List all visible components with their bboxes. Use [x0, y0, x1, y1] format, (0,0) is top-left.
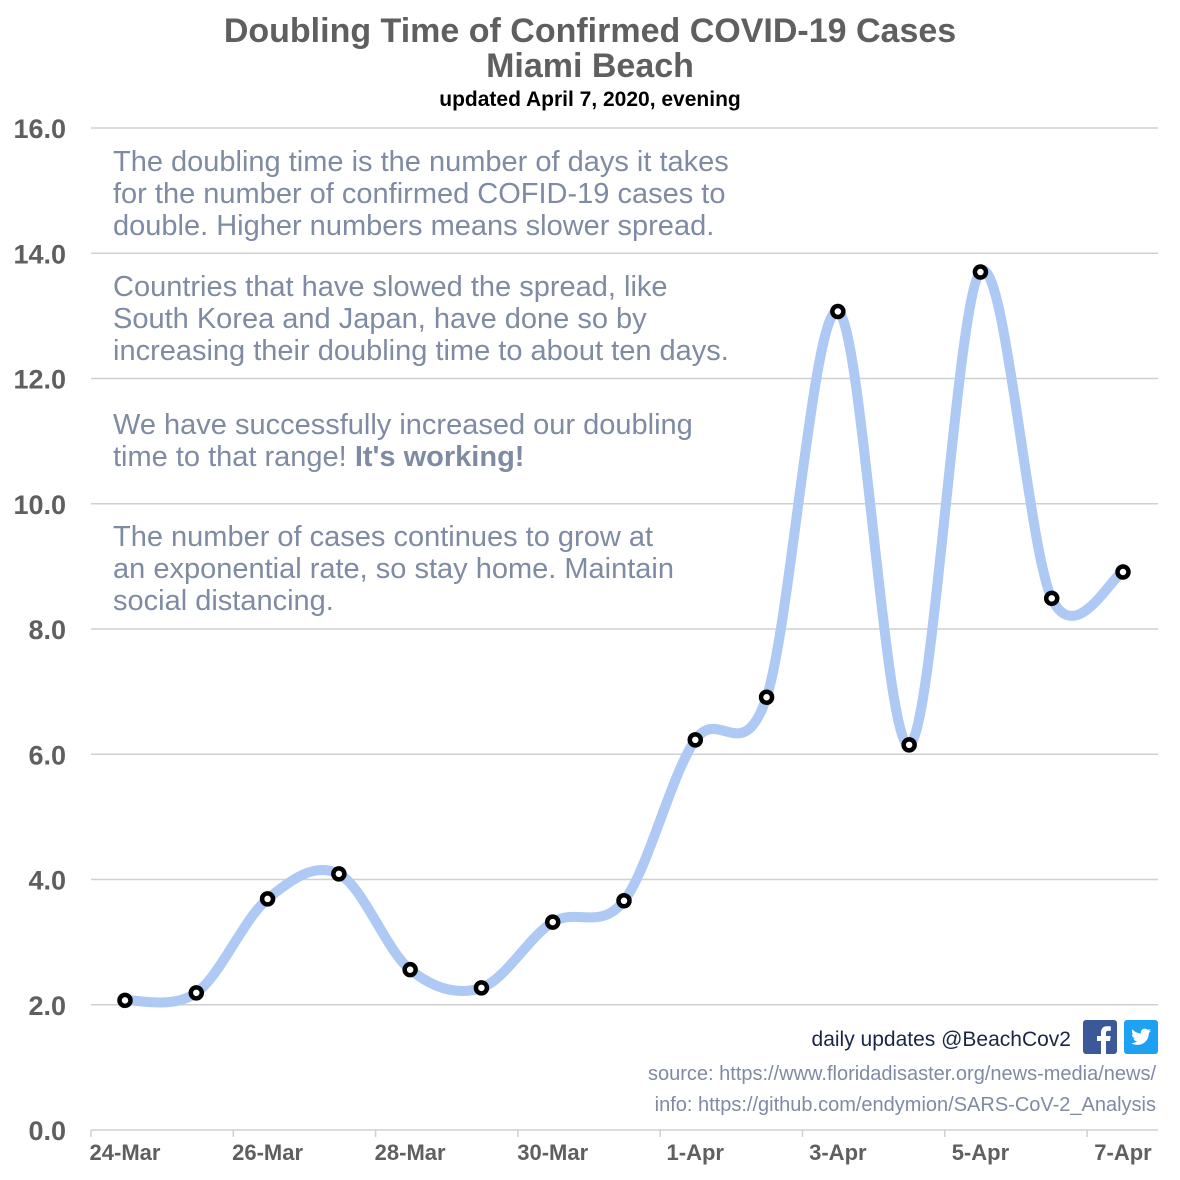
- data-point: [544, 914, 561, 930]
- chart-title: Doubling Time of Confirmed COVID-19 Case…: [223, 12, 957, 50]
- y-tick-label: 4.0: [28, 866, 66, 896]
- y-tick-label: 2.0: [28, 991, 66, 1021]
- annotation-progress: We have successfully increased our doubl…: [113, 409, 693, 473]
- y-tick-label: 16.0: [13, 114, 66, 144]
- series-line: [120, 265, 1128, 1008]
- data-point: [402, 961, 418, 978]
- data-point: [117, 992, 133, 1009]
- data-point: [1043, 590, 1060, 607]
- y-tick-label: 14.0: [13, 239, 66, 269]
- annotation-stay-home: The number of cases continues to grow at…: [113, 521, 674, 617]
- twitter-icon[interactable]: [1124, 1020, 1158, 1054]
- data-point: [188, 985, 205, 1001]
- annotation-progress-text: We have successfully increased our doubl…: [113, 409, 693, 473]
- data-points: [117, 264, 1131, 1009]
- x-tick-label: 3-Apr: [809, 1140, 867, 1165]
- annotation-countries: Countries that have slowed the spread, l…: [113, 271, 729, 367]
- y-tick-label: 6.0: [28, 740, 66, 770]
- x-tick-label: 28-Mar: [375, 1140, 446, 1165]
- daily-updates-credit: daily updates @BeachCov2: [811, 1028, 1071, 1051]
- x-tick-label: 30-Mar: [517, 1140, 588, 1165]
- data-point: [758, 689, 775, 706]
- y-tick-label: 10.0: [13, 490, 66, 520]
- facebook-icon[interactable]: [1083, 1020, 1117, 1054]
- annotation-progress-emphasis: It's working!: [354, 441, 525, 473]
- annotation-doubling-definition: The doubling time is the number of days …: [113, 146, 729, 242]
- data-point: [687, 732, 704, 748]
- x-tick-label: 7-Apr: [1094, 1140, 1152, 1165]
- data-point: [616, 893, 632, 909]
- x-tick-label: 26-Mar: [232, 1140, 303, 1165]
- y-tick-label: 8.0: [28, 615, 66, 645]
- data-point: [473, 980, 490, 996]
- chart-subtitle: updated April 7, 2020, evening: [439, 88, 741, 111]
- gridlines: [91, 127, 1158, 1006]
- data-point: [830, 303, 846, 320]
- data-point: [331, 866, 347, 882]
- data-point: [1115, 564, 1131, 580]
- y-tick-label: 12.0: [13, 365, 66, 395]
- info-credit: info: https://github.com/endymion/SARS-C…: [654, 1094, 1156, 1116]
- data-point: [259, 891, 276, 907]
- data-point: [972, 264, 989, 280]
- x-tick-label: 5-Apr: [952, 1140, 1010, 1165]
- source-credit: source: https://www.floridadisaster.org/…: [648, 1063, 1156, 1085]
- series-line-group: [120, 265, 1128, 1008]
- x-tick-label: 1-Apr: [667, 1140, 725, 1165]
- y-tick-label: 0.0: [28, 1116, 66, 1146]
- chart-title-location: Miami Beach: [486, 47, 694, 85]
- x-tick-label: 24-Mar: [90, 1140, 161, 1165]
- axes: 0.0 2.0 4.0 6.0 8.0 10.0 12.0 14.0 16.0 24-Mar 26-…: [13, 114, 1158, 1165]
- data-point: [901, 737, 917, 753]
